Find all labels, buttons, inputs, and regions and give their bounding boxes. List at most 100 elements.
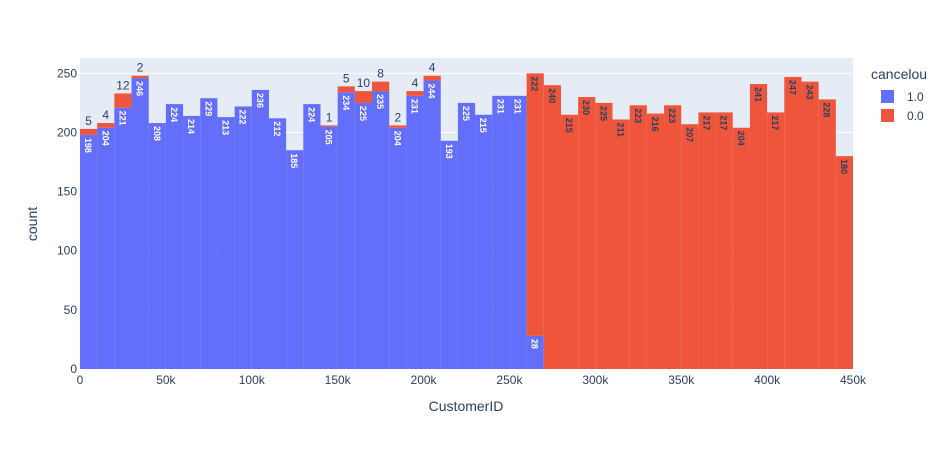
bar-value-label: 193	[444, 144, 454, 159]
bar-1-0[interactable]	[337, 92, 355, 369]
bar-value-label: 217	[701, 115, 711, 130]
bar-value-label: 222	[238, 109, 248, 124]
bar-value-label: 236	[255, 93, 265, 108]
bar-value-label: 224	[306, 107, 316, 122]
bar-0-0[interactable]	[629, 105, 647, 369]
y-tick-label: 0	[70, 362, 77, 376]
bar-1-0[interactable]	[114, 107, 132, 369]
y-tick-label: 200	[57, 125, 77, 139]
y-tick-label: 150	[57, 185, 77, 199]
bar-0-0[interactable]	[749, 84, 768, 370]
x-tick-label: 100k	[239, 373, 266, 387]
bar-1-0[interactable]	[234, 106, 252, 370]
bar-0-0[interactable]	[698, 112, 716, 369]
bar-0-0[interactable]	[543, 85, 561, 369]
bar-0-0[interactable]	[835, 156, 853, 369]
bar-1-0[interactable]	[268, 118, 287, 369]
y-tick-label: 100	[57, 244, 77, 258]
bar-1-0[interactable]	[389, 127, 407, 369]
bar-value-label: 243	[805, 85, 815, 100]
bar-1-0[interactable]	[217, 117, 235, 369]
bar-1-0[interactable]	[372, 91, 390, 370]
bar-0-0[interactable]	[681, 124, 699, 369]
bar-0-0[interactable]	[560, 114, 579, 369]
y-tick-label: 50	[64, 303, 78, 317]
bar-0-0[interactable]	[389, 125, 407, 128]
y-axis: 0 50 100 150 200 250	[57, 66, 77, 376]
bar-0-0[interactable]	[131, 75, 149, 79]
bar-value-label: 231	[495, 99, 505, 114]
bar-1-0[interactable]	[165, 104, 184, 370]
bar-value-label: 221	[117, 111, 127, 126]
bar-1-0[interactable]	[354, 102, 373, 369]
legend-label: 1.0	[907, 90, 924, 104]
bar-1-0[interactable]	[251, 89, 269, 369]
bar-0-0[interactable]	[801, 81, 819, 369]
bar-value-label: 229	[203, 101, 213, 116]
bar-1-0[interactable]	[183, 115, 201, 369]
bar-0-0[interactable]	[320, 125, 338, 127]
bar-0-0[interactable]	[646, 113, 665, 370]
bar-value-label: 216	[650, 117, 660, 132]
bar-value-label: 247	[787, 80, 797, 95]
bar-value-label: 4	[102, 108, 109, 122]
bar-0-0[interactable]	[372, 81, 390, 92]
x-tick-label: 50k	[156, 373, 176, 387]
x-axis: 0 50k 100k 150k 200k 250k 300k 350k 400k 450k	[77, 373, 867, 387]
bar-1-0[interactable]	[457, 102, 476, 369]
bar-0-0[interactable]	[406, 91, 424, 96]
bar-1-0[interactable]	[131, 78, 149, 369]
bar-0-0[interactable]	[664, 105, 682, 369]
bar-1-0[interactable]	[148, 123, 166, 369]
bar-value-label: 207	[684, 127, 694, 142]
bar-value-label: 215	[564, 118, 574, 133]
bar-value-label: 230	[581, 100, 591, 115]
bar-1-0[interactable]	[526, 335, 544, 369]
bar-1-0[interactable]	[509, 95, 527, 369]
bar-1-0[interactable]	[406, 95, 424, 369]
bar-0-0[interactable]	[612, 119, 630, 369]
bar-value-label: 225	[358, 106, 368, 121]
bar-value-label: 225	[461, 106, 471, 121]
legend-swatch	[881, 90, 894, 103]
bar-value-label: 180	[839, 159, 849, 174]
bar-value-label: 12	[116, 78, 130, 92]
bar-1-0[interactable]	[286, 150, 304, 369]
bar-0-0[interactable]	[114, 93, 132, 108]
bar-0-0[interactable]	[337, 86, 355, 93]
bar-1-0[interactable]	[200, 98, 218, 369]
bar-0-0[interactable]	[732, 127, 750, 369]
x-tick-label: 250k	[496, 373, 523, 387]
bar-0-0[interactable]	[715, 112, 733, 369]
legend[interactable]: cancelou 1.0 0.0	[871, 66, 927, 123]
legend-item-1-0[interactable]: 1.0	[881, 90, 924, 104]
bar-0-0[interactable]	[80, 128, 98, 135]
bar-value-label: 240	[547, 88, 557, 103]
legend-item-0-0[interactable]: 0.0	[881, 109, 924, 123]
bar-0-0[interactable]	[784, 76, 802, 369]
bar-1-0[interactable]	[475, 114, 493, 369]
bar-1-0[interactable]	[492, 95, 510, 369]
bar-value-label: 213	[221, 120, 231, 135]
bar-1-0[interactable]	[97, 127, 115, 369]
bar-value-label: 217	[719, 115, 729, 130]
bar-value-label: 204	[392, 131, 402, 146]
bar-0-0[interactable]	[97, 123, 115, 128]
bar-0-0[interactable]	[595, 102, 613, 369]
bar-0-0[interactable]	[423, 75, 441, 81]
bar-value-label: 2	[394, 110, 401, 124]
bar-1-0[interactable]	[320, 126, 338, 370]
bar-1-0[interactable]	[303, 104, 321, 370]
bar-0-0[interactable]	[354, 91, 373, 103]
bar-1-0[interactable]	[80, 134, 98, 369]
bar-value-label: 1	[326, 110, 333, 124]
bar-0-0[interactable]	[578, 97, 596, 369]
bar-1-0[interactable]	[440, 140, 458, 369]
bar-0-0[interactable]	[526, 73, 544, 336]
bar-value-label: 222	[530, 76, 540, 91]
x-axis-title: CustomerID	[429, 398, 504, 414]
bar-0-0[interactable]	[818, 99, 836, 370]
bar-0-0[interactable]	[767, 112, 785, 369]
bar-1-0[interactable]	[423, 80, 441, 369]
